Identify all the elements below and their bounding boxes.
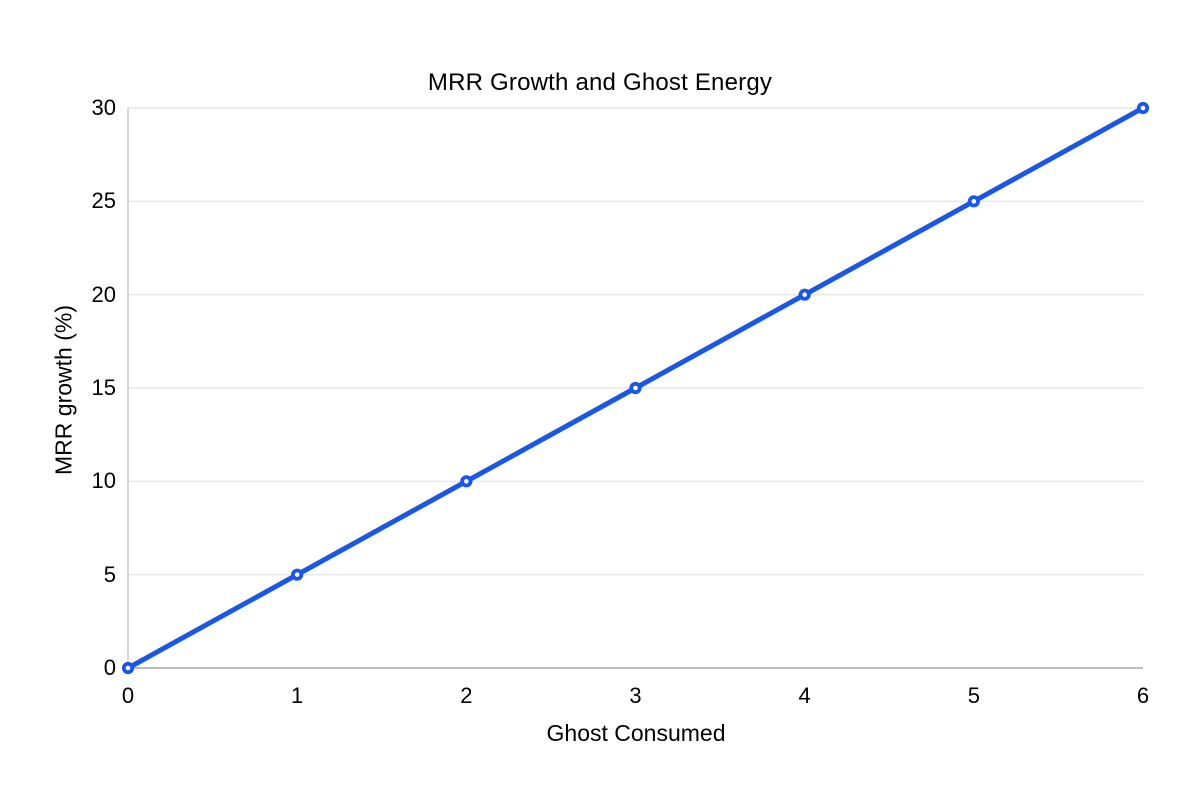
data-point-marker bbox=[460, 475, 473, 488]
x-tick-label: 4 bbox=[798, 683, 811, 708]
x-tick-label: 0 bbox=[121, 683, 135, 708]
data-point-marker bbox=[629, 381, 642, 395]
data-point-marker bbox=[121, 661, 135, 675]
y-tick-label: 30 bbox=[91, 95, 116, 120]
x-tick-label: 5 bbox=[967, 683, 980, 708]
x-tick-label: 6 bbox=[1136, 683, 1150, 708]
y-tick-label: 15 bbox=[91, 375, 116, 400]
data-point-marker bbox=[967, 195, 980, 208]
x-tick-label: 2 bbox=[460, 683, 473, 708]
y-tick-label: 25 bbox=[91, 188, 116, 214]
x-tick-label: 1 bbox=[291, 683, 304, 708]
y-tick-label: 5 bbox=[103, 561, 116, 587]
data-point-marker bbox=[1136, 101, 1150, 115]
data-point-marker bbox=[798, 288, 811, 301]
y-tick-label: 0 bbox=[103, 655, 116, 680]
x-axis-title: Ghost Consumed bbox=[546, 720, 726, 746]
x-tick-label: 3 bbox=[629, 683, 642, 708]
y-tick-label: 10 bbox=[91, 468, 116, 494]
data-point-marker bbox=[291, 568, 304, 581]
y-tick-label: 20 bbox=[91, 281, 116, 307]
chart-title: MRR Growth and Ghost Energy bbox=[427, 69, 773, 96]
